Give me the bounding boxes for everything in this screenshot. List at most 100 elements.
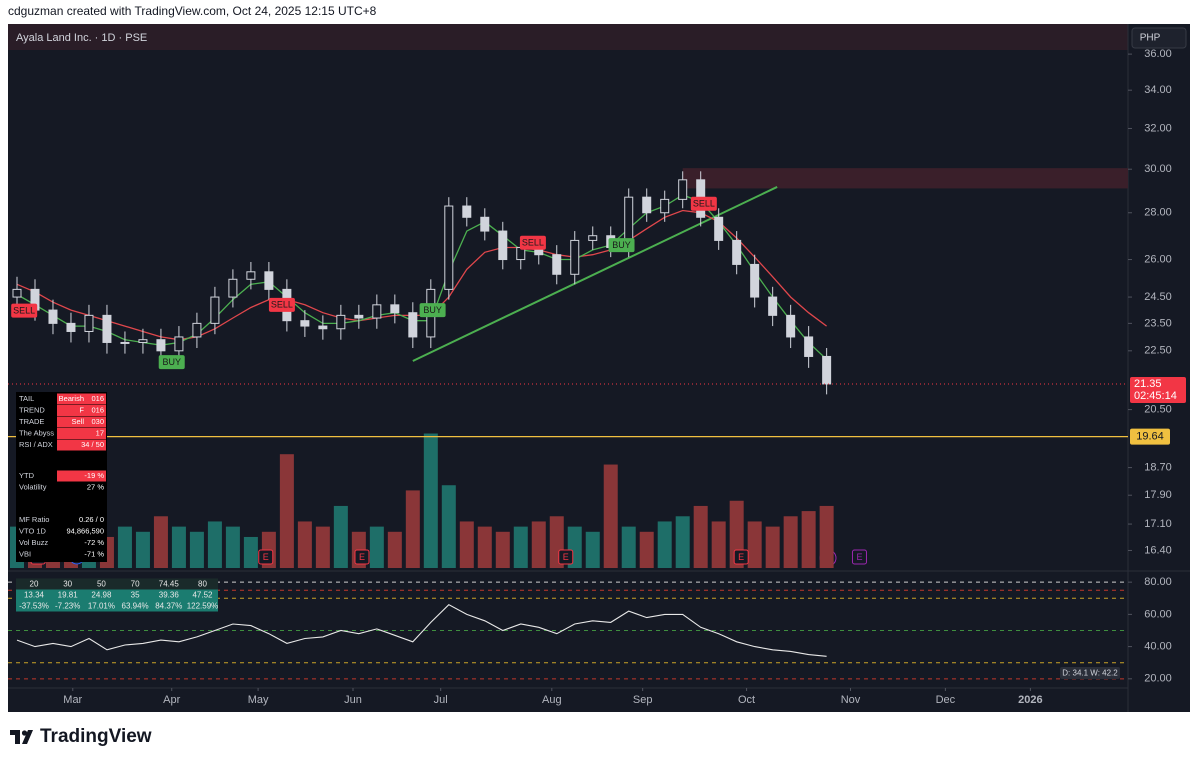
event-label: E [738,552,744,562]
event-label: E [856,552,862,562]
x-tick-label: 2026 [1018,694,1042,706]
signal-label: BUY [423,305,442,315]
candle-body [246,271,256,280]
volume-bar [747,521,762,568]
info-value: 94,866,590 [66,526,104,535]
info-label: RSI / ADX [19,440,53,449]
currency: PHP [1140,33,1161,44]
event-icon [733,549,749,565]
signal-label: SELL [522,238,544,248]
volume-bar [369,526,384,568]
info-label: TREND [19,405,45,414]
rsi-line [16,604,827,657]
rsi-table-cell: 39.36 [159,591,180,600]
signal-badge [690,196,717,211]
candle-body [138,339,148,343]
candle-body [192,322,202,338]
volume-bar [783,516,798,568]
candle-body [120,341,130,344]
rsi-table-cell: -37.53% [19,602,49,611]
volume-bar [171,526,186,568]
supply-zone [682,168,1128,189]
candle-body [354,314,364,319]
info-label: TAIL [19,394,34,403]
y-tick-label: 20.50 [1144,403,1172,415]
rsi-table-cell: 84.37% [155,602,182,611]
volume-bar [513,526,528,568]
hline-box [1130,428,1170,445]
y-tick-label: 16.40 [1144,544,1172,556]
rsi-readout-box [1060,667,1120,679]
trendline [412,186,778,362]
info-label: VTO 1D [19,526,47,535]
y-tick-label: 32.00 [1144,122,1172,134]
x-tick-label: Nov [841,694,861,706]
signal-label: BUY [612,240,631,250]
info-value: F [79,405,84,414]
rsi-table-cell: 50 [97,580,106,589]
signal-badge [11,303,38,318]
volume-bar [675,516,690,568]
candle-body [444,205,454,290]
y-tick-label: 18.70 [1144,462,1172,474]
y-tick-label: 17.90 [1144,489,1172,501]
volume-bar [765,526,780,568]
candle-body [588,235,598,241]
volume-bar [585,531,600,568]
rsi-table-row [16,600,218,612]
last-price: 21.35 [1134,378,1162,390]
info-label: The Abyss [19,428,54,437]
volume-bar [819,505,834,568]
rsi-table-cell: 19.81 [58,591,79,600]
rsi-tick-label: 80.00 [1144,576,1172,588]
volume-bar [657,521,672,568]
candle-body [804,336,814,357]
signal-label: BUY [162,357,181,367]
candle-body [390,304,400,314]
info-label: YTD [19,471,35,480]
candle-body [786,314,796,338]
volume-bar [405,490,420,568]
event-icon [258,549,274,565]
info-label: VBI [19,549,31,558]
y-tick-label: 36.00 [1144,48,1172,60]
volume-bar [693,505,708,568]
info-label: TRADE [19,417,44,426]
x-tick-label: Jul [434,694,448,706]
info-value: -19 % [84,471,104,480]
volume-bar [477,526,492,568]
signal-label: SELL [693,199,715,209]
info-highlight [57,470,106,482]
countdown: 02:45:14 [1134,390,1177,402]
event-icon [558,549,574,565]
info-highlight [57,416,106,428]
y-tick-label: 22.50 [1144,345,1172,357]
signal-badge [419,303,446,318]
rsi-table-row [16,578,218,590]
rsi-table-cell: -7.23% [55,602,80,611]
brand: TradingView [40,726,152,747]
candle-body [12,288,22,298]
volume-bar [189,531,204,568]
candle-body [660,198,670,214]
candle-body [318,325,328,330]
top-zone [8,24,1128,50]
volume-bar [135,531,150,568]
y-tick-label: 23.50 [1144,317,1172,329]
candle-body [48,309,58,324]
info-value: -72 % [84,538,104,547]
info-value: 17 [96,428,104,437]
candle-body [480,216,490,232]
rsi-table-cell: 13.34 [24,591,45,600]
event-icon [354,549,370,565]
candle-body [408,312,418,338]
currency-button[interactable] [1131,27,1187,49]
volume-bar [333,505,348,568]
y-tick-label: 28.00 [1144,207,1172,219]
rsi-table-cell: 70 [131,580,140,589]
candle-body [84,314,94,332]
candle-body [642,196,652,214]
candle-body [498,230,508,261]
rsi-table-cell: 17.01% [88,602,115,611]
info-value: 34 / 50 [81,440,104,449]
